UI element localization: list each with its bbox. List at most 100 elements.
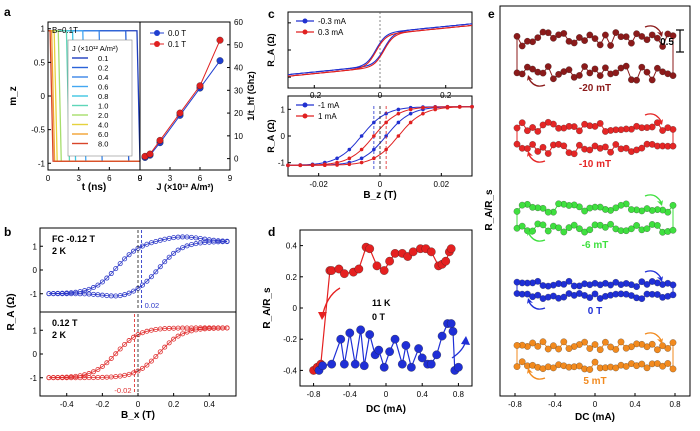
data-point: [529, 203, 536, 211]
data-point: [602, 31, 609, 39]
data-point: [612, 346, 620, 353]
data-point: [622, 144, 630, 152]
data-point: [555, 124, 562, 132]
data-point: [122, 372, 128, 378]
data-point: [633, 122, 640, 130]
data-point: [638, 144, 646, 152]
data-point: [638, 360, 646, 368]
data-point: [586, 204, 594, 212]
arrow: [528, 233, 546, 242]
legend-title-a: J (×10¹² A/m²): [72, 44, 119, 53]
y-tick-label: -0.2: [283, 335, 297, 344]
data-point: [171, 336, 177, 342]
data-point: [356, 325, 366, 335]
data-point: [581, 63, 588, 70]
data-point: [550, 75, 557, 83]
data-point: [379, 362, 389, 372]
data-point: [432, 350, 442, 360]
data-point: [607, 343, 614, 351]
data-point: [669, 365, 677, 373]
data-point: [448, 327, 458, 336]
hysteresis-branch: [48, 241, 228, 297]
data-point: [131, 370, 137, 376]
data-point: [117, 293, 123, 299]
data-point: [612, 69, 620, 77]
arrow-head: [657, 276, 663, 282]
data-point: [586, 345, 594, 352]
scale-bar-label: 0.5: [660, 37, 674, 48]
data-point: [135, 368, 141, 374]
data-point: [544, 150, 552, 157]
legend-entry: 8.0: [98, 140, 108, 149]
data-point: [628, 225, 635, 233]
x-tick-label: 0: [378, 180, 383, 189]
data-point: [607, 220, 614, 228]
y-axis-label-b: R_A (Ω): [6, 293, 17, 330]
y-tick-label: -1: [278, 159, 286, 168]
y-tick-label: 1: [33, 242, 38, 251]
field-label-e: -20 mT: [579, 83, 611, 94]
data-point: [654, 291, 661, 298]
data-point: [586, 69, 594, 77]
data-point: [539, 69, 547, 77]
data-point: [454, 362, 463, 372]
data-point: [664, 345, 672, 352]
data-point: [327, 266, 337, 275]
arrow-head-red: [318, 312, 327, 320]
panel-label-b: b: [4, 225, 11, 239]
data-point: [659, 127, 666, 134]
data-point: [534, 128, 542, 135]
data-point: [617, 33, 625, 41]
data-point: [196, 82, 204, 90]
y-axis-label-e: R_A/R_s: [484, 189, 495, 231]
data-point: [534, 343, 542, 350]
data-point: [406, 362, 416, 372]
mz-curve: [48, 30, 140, 162]
fit-line: [144, 40, 221, 157]
hysteresis-branch: [288, 106, 473, 166]
x-tick-label: -0.8: [307, 390, 321, 399]
data-point: [544, 345, 552, 353]
data-point: [643, 364, 651, 372]
data-point: [372, 156, 376, 161]
legend-entry: 6.0: [98, 130, 108, 139]
data-point: [550, 34, 557, 42]
data-point: [139, 282, 145, 288]
data-point: [108, 355, 114, 361]
arrow-head: [657, 31, 663, 37]
data-point: [659, 342, 666, 350]
x-tick-label: 0.4: [629, 400, 641, 409]
data-point: [126, 371, 132, 377]
data-point: [139, 365, 145, 371]
data-point: [157, 264, 163, 270]
data-point: [95, 282, 101, 288]
arrow-head: [657, 200, 663, 206]
data-point: [446, 319, 456, 328]
data-point: [664, 360, 672, 367]
data-point: [166, 254, 172, 260]
data-point: [372, 147, 376, 152]
arrow-head: [527, 151, 533, 157]
data-point: [576, 362, 583, 370]
legend-entry: 4.0: [98, 121, 108, 130]
data-point: [414, 344, 423, 353]
x-axis-label-a: t (ns): [82, 182, 106, 193]
data-point: [596, 120, 604, 127]
data-point: [396, 107, 401, 112]
data-point: [659, 362, 666, 370]
y-tick-label: 10: [234, 132, 243, 141]
y-tick-label: 1: [41, 25, 46, 34]
panel-label-c: c: [268, 7, 275, 21]
data-point: [565, 345, 573, 352]
legend-box-a: [67, 39, 133, 157]
data-point: [581, 207, 588, 215]
data-point: [372, 261, 382, 271]
y-axis-label-d: R_A/R_s: [262, 287, 273, 329]
data-point: [669, 339, 677, 346]
data-point: [648, 31, 656, 39]
y-axis-label-a: m_z: [8, 86, 19, 105]
data-point: [86, 286, 92, 292]
x-tick-label: 0.8: [669, 400, 681, 409]
data-point: [286, 163, 290, 168]
data-point: [327, 359, 337, 369]
